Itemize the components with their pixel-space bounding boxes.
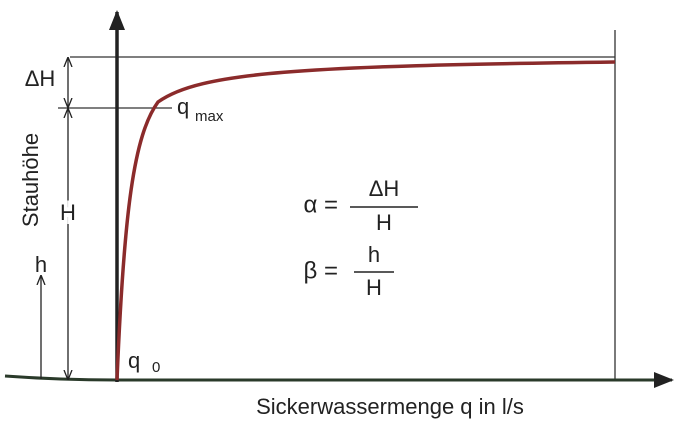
qmax-subscript: max (195, 108, 224, 125)
formula-numerator: h (368, 242, 380, 267)
y-axis-label: Stauhöhe (18, 133, 43, 227)
formula-denominator: H (376, 210, 392, 235)
delta-h-label: ΔH (25, 66, 56, 91)
formula-denominator: H (366, 275, 382, 300)
formula-lhs: α = (303, 191, 338, 218)
q0-symbol: q (128, 348, 140, 373)
x-axis-label: Sickerwassermenge q in l/s (256, 394, 524, 419)
x-axis (4, 372, 674, 388)
h-label: h (35, 252, 47, 277)
formula-lhs: β = (304, 257, 339, 284)
qmax-symbol: q (177, 94, 189, 119)
h-total-label: H (60, 200, 76, 225)
q0-subscript: 0 (152, 359, 160, 376)
curve (115, 60, 616, 381)
formula-numerator: ΔH (369, 176, 400, 201)
